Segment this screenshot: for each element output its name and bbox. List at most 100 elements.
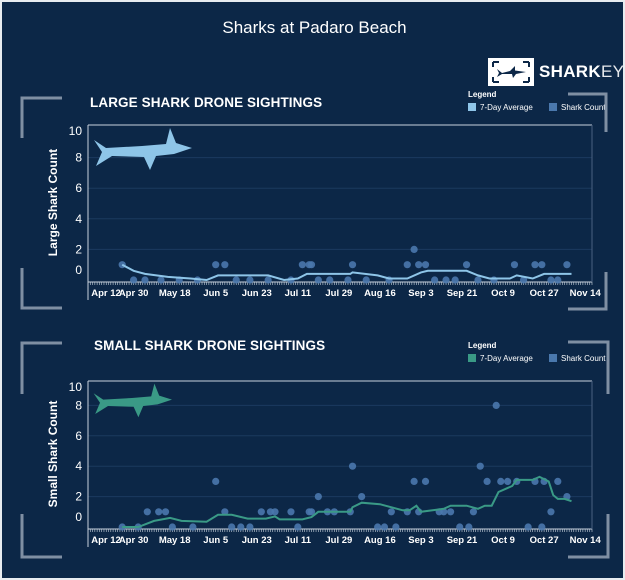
- corner-bracket: [20, 341, 62, 394]
- shark-count-point: [294, 523, 302, 531]
- shark-count-point: [161, 508, 170, 516]
- shark-count-point: [348, 462, 357, 470]
- y-tick-label: 4: [75, 459, 82, 473]
- corner-bracket: [568, 272, 608, 311]
- shark-count-point: [221, 261, 229, 269]
- shark-count-point: [392, 523, 400, 531]
- y-tick-label: 0: [75, 263, 82, 277]
- corner-bracket: [20, 268, 62, 310]
- shark-count-point: [410, 245, 418, 253]
- y-tick-label: 2: [75, 242, 82, 256]
- shark-count-point: [387, 508, 395, 516]
- shark-count-point: [442, 276, 450, 284]
- y-tick-label: 4: [75, 212, 82, 226]
- shark-count-point: [257, 508, 265, 516]
- small-shark-icon: [93, 383, 172, 418]
- shark-count-point: [298, 261, 306, 269]
- shark-count-point: [474, 276, 482, 284]
- shark-count-point: [358, 493, 366, 501]
- shark-count-point: [141, 276, 149, 284]
- shark-count-point: [246, 276, 254, 284]
- large-shark-icon: [94, 128, 192, 170]
- shark-count-point: [531, 261, 539, 269]
- x-tick-label: Nov 14: [570, 288, 602, 299]
- large-chart-title: LARGE SHARK DRONE SIGHTINGS: [90, 95, 323, 110]
- legend-title: Legend: [468, 90, 497, 99]
- x-tick-label: May 18: [159, 288, 191, 299]
- x-tick-label: Jul 11: [285, 535, 312, 546]
- shark-count-point: [155, 508, 163, 516]
- shark-count-point: [465, 523, 473, 531]
- y-tick-label: 6: [75, 181, 82, 195]
- y-tick-label: 8: [75, 398, 82, 412]
- shark-count-point: [519, 276, 528, 284]
- shark-count-point: [469, 508, 478, 516]
- x-tick-label: Nov 14: [570, 535, 602, 546]
- corner-bracket: [568, 514, 610, 559]
- corner-bracket: [20, 514, 62, 559]
- x-tick-label: Apr 12: [91, 288, 121, 299]
- x-tick-label: Sep 21: [447, 288, 478, 299]
- dashboard-title: Sharks at Padaro Beach: [222, 18, 407, 37]
- shark-count-point: [410, 477, 418, 485]
- shark-count-point: [510, 261, 519, 269]
- y-tick-label: 0: [75, 510, 82, 524]
- shark-count-point: [380, 523, 389, 531]
- shark-count-point: [415, 261, 423, 269]
- x-tick-label: Jun 23: [242, 535, 272, 546]
- shark-count-point: [431, 276, 439, 284]
- shark-count-point: [212, 477, 220, 485]
- shark-count-point: [232, 276, 240, 284]
- legend-item-average: 7-Day Average: [468, 103, 533, 112]
- shark-count-point: [483, 477, 491, 485]
- shark-count-point: [451, 276, 459, 284]
- legend-item-count: Shark Count: [549, 354, 605, 363]
- shark-count-point: [547, 276, 555, 284]
- seven-day-average-line: [122, 475, 572, 528]
- y-tick-label: 10: [69, 124, 83, 138]
- x-tick-label: Aug 16: [364, 535, 396, 546]
- x-tick-label: Jun 5: [203, 288, 229, 299]
- shark-count-point: [307, 261, 316, 269]
- shark-count-point: [447, 508, 455, 516]
- x-tick-label: Jun 23: [242, 288, 272, 299]
- shark-count-point: [271, 508, 279, 516]
- legend-item-average: 7-Day Average: [468, 354, 533, 363]
- large-legend: Legend 7-Day Average Shark Count: [468, 90, 619, 112]
- shark-count-point: [237, 523, 245, 531]
- y-tick-label: 10: [69, 380, 83, 394]
- x-tick-label: Apr 12: [91, 535, 121, 546]
- x-tick-label: Jun 5: [203, 535, 229, 546]
- shark-count-point: [143, 508, 151, 516]
- shark-count-point: [403, 261, 411, 269]
- shark-count-point: [157, 276, 165, 284]
- shark-count-point: [490, 276, 498, 284]
- shark-count-point: [130, 276, 138, 284]
- shark-count-point: [497, 477, 505, 485]
- shark-count-point: [221, 508, 229, 516]
- x-tick-label: Jul 29: [325, 535, 352, 546]
- legend-item-count: Shark Count: [549, 103, 605, 112]
- shark-count-point: [462, 261, 471, 269]
- x-tick-label: Oct 9: [491, 535, 515, 546]
- shark-count-point: [563, 261, 571, 269]
- shark-count-point: [554, 477, 562, 485]
- shark-count-point: [362, 276, 370, 284]
- y-tick-label: 2: [75, 490, 82, 504]
- x-tick-label: Sep 21: [447, 535, 478, 546]
- x-tick-label: Jul 29: [325, 288, 352, 299]
- x-tick-label: Sep 3: [408, 535, 433, 546]
- shark-count-point: [456, 523, 464, 531]
- logo-wordmark: SHARKEYE: [539, 62, 623, 81]
- shark-count-point: [476, 462, 484, 470]
- shark-count-point: [168, 523, 176, 531]
- shark-count-point: [554, 276, 562, 284]
- shark-count-point: [374, 523, 382, 531]
- seven-day-average-line: [121, 263, 572, 282]
- x-tick-label: Oct 27: [530, 288, 559, 299]
- shark-count-point: [421, 477, 430, 485]
- shark-count-point: [492, 401, 500, 409]
